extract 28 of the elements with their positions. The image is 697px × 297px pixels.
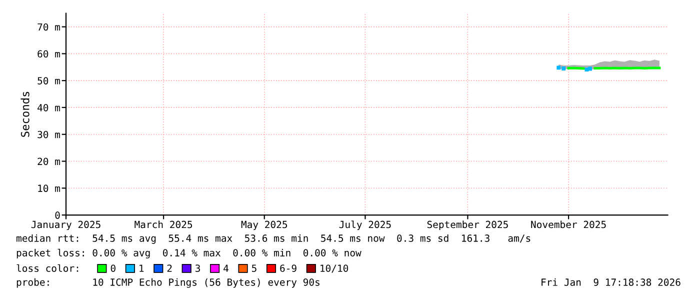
y-tick-label: 50 m	[38, 77, 60, 84]
x-tick-label: July 2025	[339, 220, 391, 230]
text: median rtt: 54.5 ms avg 55.4 ms max 53.6 ms min 54.5 ms now 0.3 ms sd 161.3 am/s	[16, 234, 530, 244]
legend-label: 1	[140, 264, 144, 272]
y-tick-label: 10 m	[38, 184, 60, 192]
legend-label: 0	[110, 264, 116, 272]
y-tick-label: 0	[55, 212, 60, 219]
text: packet loss: 0.00 % avg 0.14 % max 0.00 % min 0.00 % now	[16, 248, 362, 258]
legend-label: 2	[167, 264, 172, 272]
legend-label: 6-9	[280, 264, 296, 272]
legend-label: 10/10	[320, 264, 348, 273]
x-tick-label: September 2025	[427, 220, 508, 230]
x-tick-label: March 2025	[134, 220, 192, 228]
y-tick-label: 20 m	[38, 158, 60, 166]
y-axis-title: Seconds	[20, 92, 30, 137]
text: probe: 10 ICMP Echo Pings (56 Bytes) every 90s	[16, 278, 320, 288]
x-tick-label: May 2025	[241, 220, 288, 230]
text: Fri Jan 9 17:18:38 2026	[542, 278, 680, 286]
y-tick-label: 30 m	[38, 130, 60, 138]
legend-label: 3	[196, 264, 200, 272]
legend-label: 4	[224, 264, 228, 272]
legend-title: loss color:	[16, 264, 78, 272]
x-tick-label: January 2025	[31, 220, 100, 230]
legend-label: 5	[252, 264, 256, 272]
y-tick-label: 60 m	[38, 50, 60, 58]
y-tick-label: 70 m	[38, 23, 60, 31]
x-tick-label: November 2025	[531, 220, 606, 228]
y-tick-label: 40 m	[38, 104, 60, 112]
